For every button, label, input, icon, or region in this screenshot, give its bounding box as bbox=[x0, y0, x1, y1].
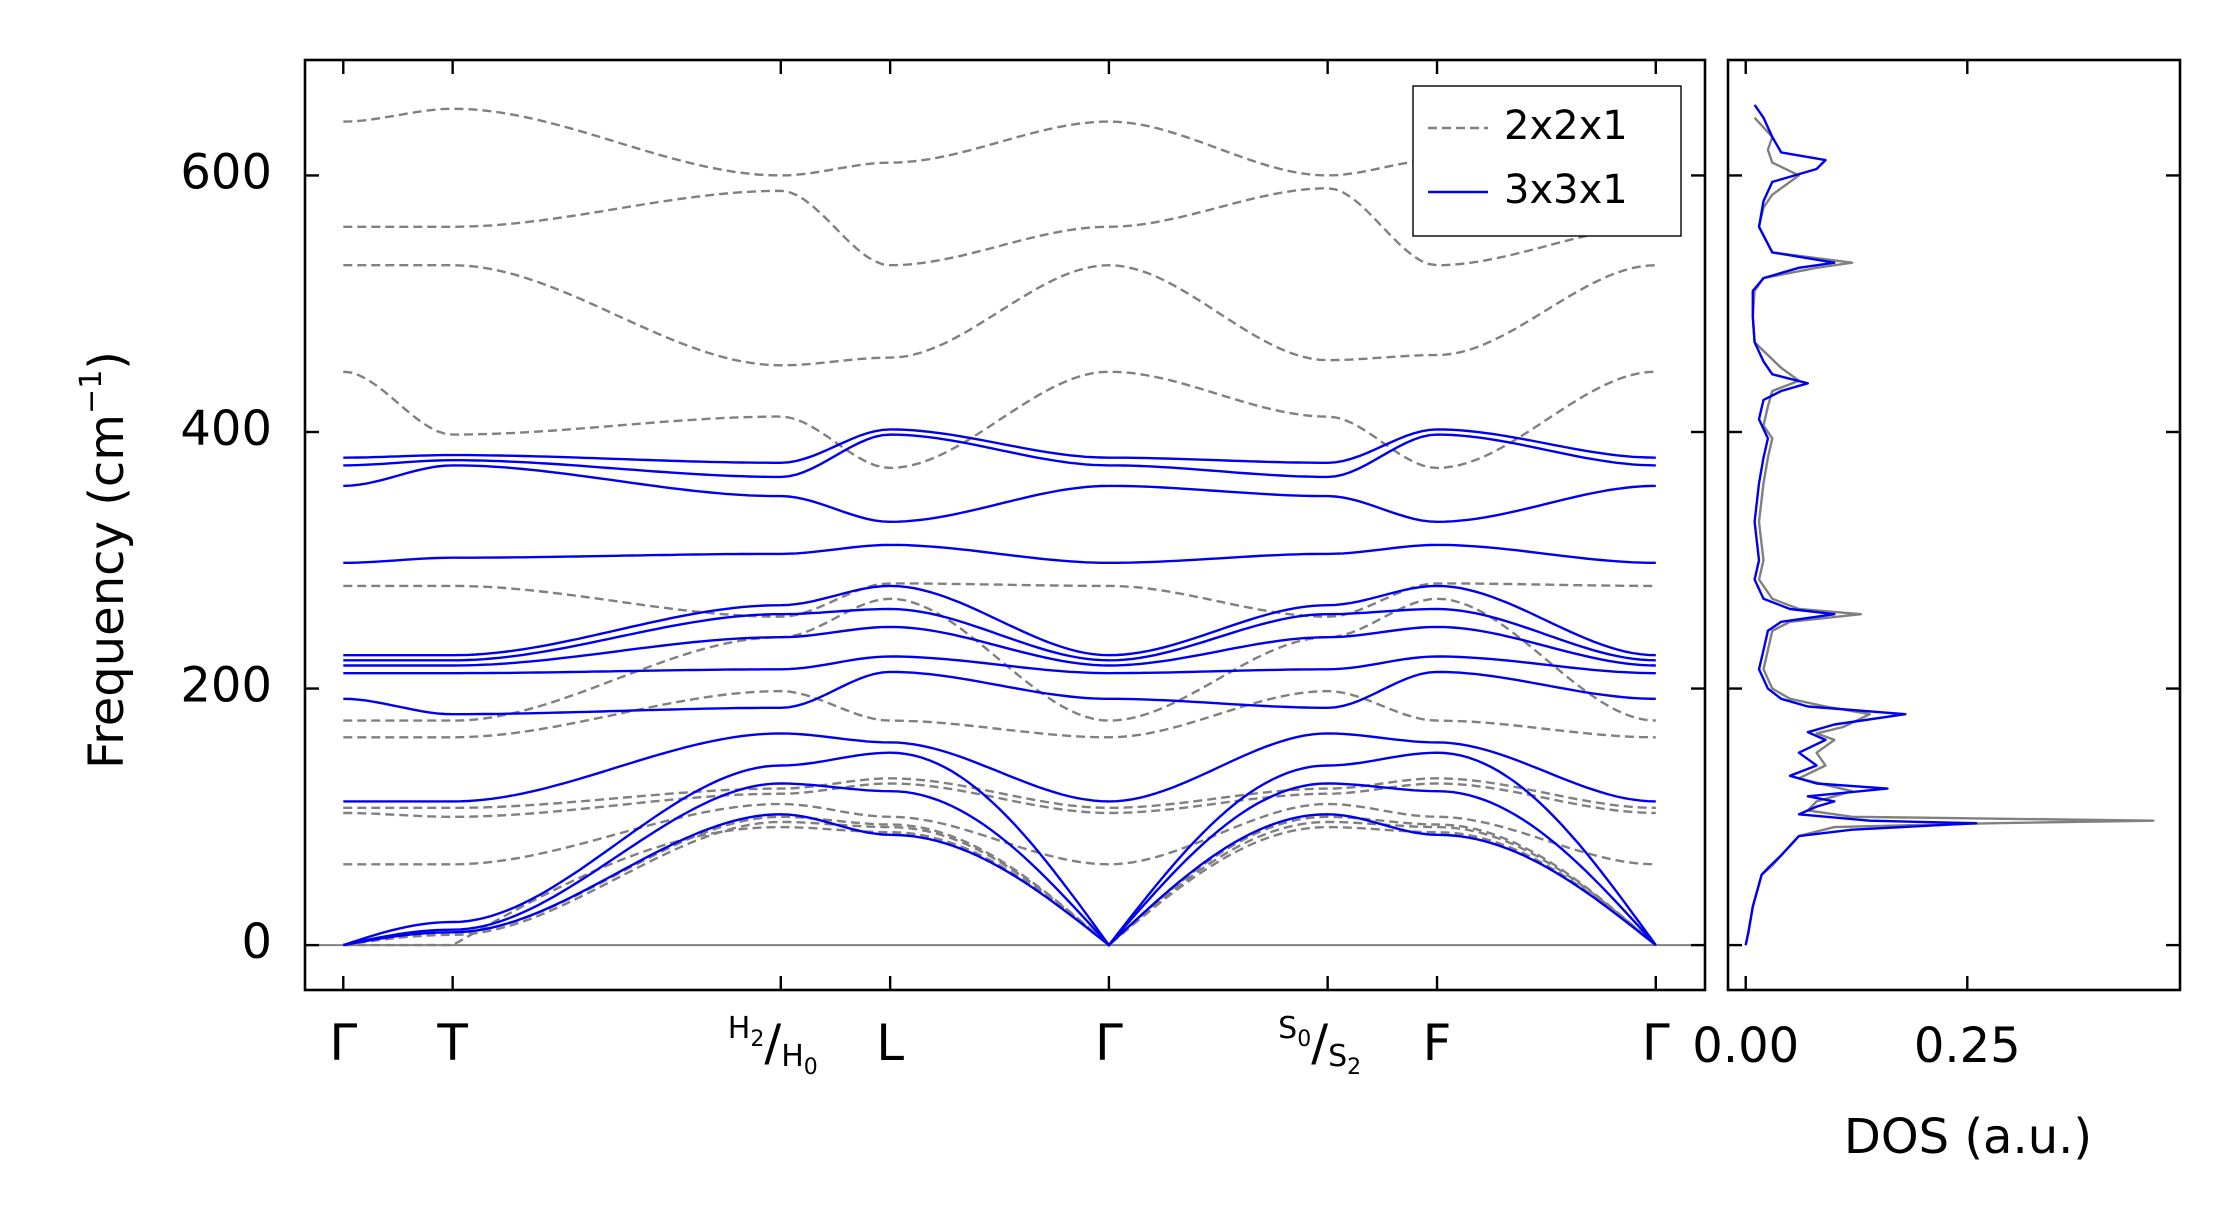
hs-label-gamma-2: Γ bbox=[1095, 1014, 1123, 1072]
band-2x2x1-9 bbox=[343, 370, 1656, 470]
y-axis-title: Frequency (cm−1) bbox=[74, 351, 136, 769]
band-3x3x1-4 bbox=[343, 670, 1656, 716]
band-3x3x1-8 bbox=[343, 584, 1656, 657]
band-lines-3x3x1 bbox=[342, 428, 1657, 948]
dos-lines bbox=[1744, 104, 2155, 946]
legend-label-3x3x1: 3x3x1 bbox=[1504, 167, 1628, 213]
ticks bbox=[305, 60, 2180, 990]
band-lines-2x2x1 bbox=[343, 107, 1657, 947]
band-3x3x1-6 bbox=[343, 625, 1656, 667]
legend-label-2x2x1: 2x2x1 bbox=[1504, 103, 1628, 149]
y-tick-label-600: 600 bbox=[180, 144, 272, 200]
hs-label-gamma-3: Γ bbox=[1642, 1014, 1670, 1072]
dos-axis-title: DOS (a.u.) bbox=[1844, 1109, 2092, 1165]
hs-label-f: F bbox=[1423, 1014, 1452, 1072]
dos-line-2x2x1 bbox=[1744, 116, 2155, 946]
band-2x2x1-3 bbox=[343, 802, 1656, 866]
band-3x3x1-12 bbox=[343, 428, 1656, 464]
band-2x2x1-8 bbox=[343, 582, 1656, 618]
band-3x3x1-0 bbox=[343, 813, 1657, 947]
band-2x2x1-1 bbox=[343, 820, 1657, 947]
y-tick-label-0: 0 bbox=[241, 914, 272, 970]
band-2x2x1-6 bbox=[343, 689, 1656, 739]
band-2x2x1-0 bbox=[343, 825, 1657, 947]
high-symmetry-labels: Γ T H2/H0 L Γ S0/S2 F Γ bbox=[329, 1011, 1670, 1080]
band-2x2x1-11 bbox=[343, 187, 1656, 267]
band-3x3x1-2 bbox=[342, 751, 1657, 948]
band-3x3x1-5 bbox=[343, 655, 1656, 675]
hs-label-l: L bbox=[876, 1014, 904, 1072]
hs-label-t: T bbox=[436, 1014, 468, 1072]
dos-axes-frame bbox=[1726, 58, 2182, 992]
dos-tick-label-025: 0.25 bbox=[1914, 1018, 2021, 1074]
hs-label-s0-s2: S0/S2 bbox=[1278, 1011, 1361, 1080]
band-2x2x1-7 bbox=[343, 597, 1656, 722]
band-axes-frame bbox=[303, 58, 1707, 992]
band-2x2x1-5 bbox=[343, 777, 1656, 809]
dos-tick-label-0: 0.00 bbox=[1692, 1018, 1799, 1074]
hs-label-h2-h0: H2/H0 bbox=[728, 1011, 818, 1080]
band-3x3x1-9 bbox=[343, 543, 1656, 564]
band-3x3x1-7 bbox=[343, 607, 1656, 662]
band-3x3x1-11 bbox=[343, 433, 1656, 479]
y-tick-labels: 0 200 400 600 bbox=[180, 144, 272, 970]
y-tick-label-200: 200 bbox=[180, 658, 272, 714]
band-3x3x1-10 bbox=[343, 464, 1656, 524]
legend: 2x2x1 3x3x1 bbox=[1412, 85, 1682, 237]
y-tick-label-400: 400 bbox=[180, 401, 272, 457]
band-3x3x1-3 bbox=[343, 732, 1656, 803]
legend-box bbox=[1412, 85, 1682, 237]
hs-label-gamma-1: Γ bbox=[329, 1014, 357, 1072]
band-2x2x1-4 bbox=[343, 782, 1656, 818]
band-2x2x1-10 bbox=[343, 263, 1656, 367]
dos-line-3x3x1 bbox=[1744, 104, 1978, 946]
band-3x3x1-1 bbox=[343, 782, 1657, 947]
